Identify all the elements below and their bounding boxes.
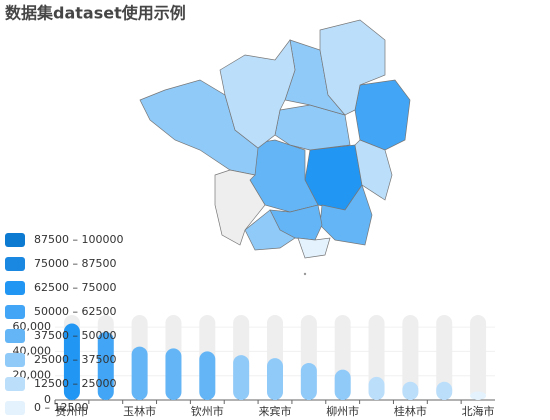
bar	[300, 362, 317, 400]
x-tick-label: 玉林市	[123, 404, 156, 418]
legend-swatch	[5, 329, 25, 343]
x-tick-label: 钦州市	[191, 404, 224, 418]
bar	[233, 355, 250, 400]
legend-label: 50000 – 62500	[34, 305, 116, 318]
bar	[97, 332, 114, 400]
map-region	[354, 139, 393, 201]
x-tick-label: 贵州市	[55, 404, 88, 418]
map-region	[214, 169, 266, 246]
bar	[470, 391, 487, 400]
map-region	[139, 79, 259, 176]
legend-swatch	[5, 305, 25, 319]
map-region	[244, 209, 296, 251]
legend-swatch	[5, 401, 25, 415]
legend-swatch	[5, 377, 25, 391]
map-region	[297, 237, 331, 259]
bar	[131, 346, 148, 400]
map-region	[354, 79, 411, 151]
legend-label: 87500 – 100000	[34, 233, 123, 246]
legend-swatch	[5, 257, 25, 271]
legend-label: 37500 – 50000	[34, 329, 116, 342]
legend-label: 62500 – 75000	[34, 281, 116, 294]
bar	[199, 351, 216, 400]
bar	[436, 381, 453, 400]
bar	[368, 376, 385, 400]
map-region	[319, 19, 386, 116]
x-tick-label: 来宾市	[259, 404, 292, 418]
map-region	[319, 184, 373, 246]
bar-background	[402, 315, 419, 400]
legend-label: 75000 – 87500	[34, 257, 116, 270]
bar-background	[436, 315, 453, 400]
bar	[267, 358, 283, 400]
legend-label: 25000 – 37500	[34, 353, 116, 366]
bar	[63, 323, 80, 400]
legend-label: 12500 – 25000	[34, 377, 116, 390]
legend-swatch	[5, 281, 25, 295]
map-region	[219, 39, 296, 149]
bar-background	[470, 315, 487, 400]
x-tick-label: 柳州市	[326, 404, 359, 418]
map-dot	[303, 272, 307, 276]
bar	[334, 369, 351, 400]
bar	[402, 381, 419, 400]
legend-swatch	[5, 233, 25, 247]
y-tick-label: 0	[44, 393, 51, 406]
legend-swatch	[5, 353, 25, 367]
bar	[165, 348, 182, 400]
chart-title: 数据集dataset使用示例	[5, 4, 186, 23]
x-tick-label: 桂林市	[394, 404, 427, 418]
x-tick-label: 北海市	[462, 404, 495, 418]
legend-label: 0 – 12500	[34, 401, 88, 414]
